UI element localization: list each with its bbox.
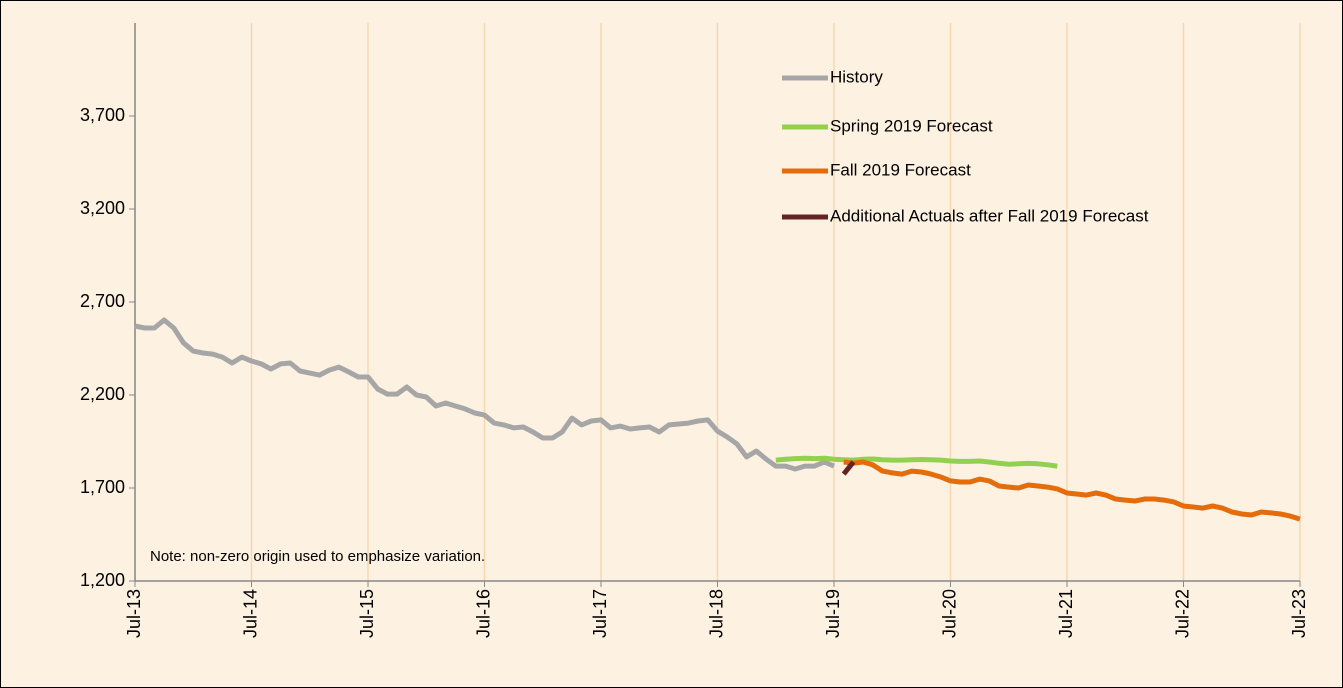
y-tick-label: 3,700 [80,105,125,125]
grid [134,23,1301,581]
legend-label: Additional Actuals after Fall 2019 Forec… [830,206,1149,225]
x-tick-label: Jul-22 [1172,589,1192,638]
legend-label: Spring 2019 Forecast [830,116,993,135]
series-line [775,455,1058,469]
series-line [843,459,1301,522]
y-tick-label: 1,200 [80,570,125,590]
x-tick-label: Jul-16 [473,589,493,638]
x-tick-label: Jul-17 [590,589,610,638]
legend-label: History [830,67,883,86]
y-tick-label: 1,700 [80,477,125,497]
x-tick-label: Jul-20 [939,589,959,638]
x-tick-label: Jul-18 [706,589,726,638]
x-tick-label: Jul-13 [124,589,144,638]
series-line [841,460,856,476]
series-line [134,317,835,472]
y-tick-label: 2,200 [80,384,125,404]
x-tick-label: Jul-19 [823,589,843,638]
y-tick-label: 3,200 [80,198,125,218]
x-tick-label: Jul-23 [1289,589,1309,638]
legend-label: Fall 2019 Forecast [830,160,971,179]
x-tick-label: Jul-21 [1056,589,1076,638]
y-tick-label: 2,700 [80,291,125,311]
x-tick-label: Jul-14 [240,589,260,638]
x-tick-label: Jul-15 [357,589,377,638]
annotation: Note: non-zero origin used to emphasize … [150,548,485,565]
